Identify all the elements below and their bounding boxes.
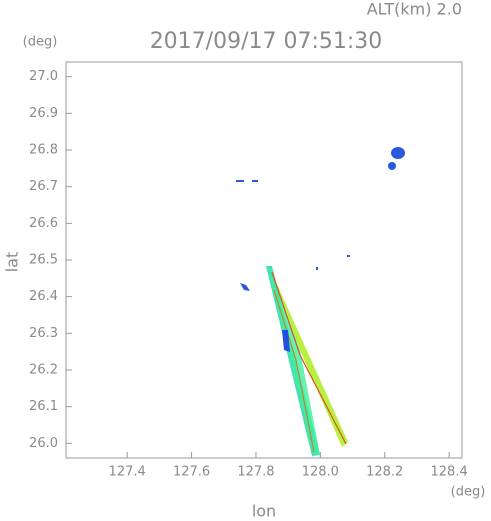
echo-blob (347, 255, 350, 257)
echo-band (270, 268, 348, 447)
y-tick-label: 26.4 (29, 289, 58, 304)
echo-blob (316, 267, 318, 270)
echo-blob (240, 283, 250, 291)
echo-band (268, 270, 320, 455)
echo-blob (252, 180, 258, 182)
plot-frame (65, 61, 463, 459)
y-tick-label: 26.8 (29, 143, 58, 158)
echoes (236, 147, 405, 456)
altitude: ALT(km) 2.0 (367, 0, 462, 19)
echo-edge (273, 289, 315, 453)
chart-title: 2017/09/17 07:51:30 (150, 29, 383, 54)
x-axis-label: lon (252, 502, 276, 521)
y-tick-label: 27.0 (29, 69, 58, 84)
x-tick-label: 128.4 (431, 465, 468, 480)
x-tick-label: 127.6 (173, 465, 210, 480)
echo-blob (388, 162, 396, 170)
y-tick-label: 26.6 (29, 216, 58, 231)
echo-edge (271, 271, 347, 445)
y-tick-label: 26.0 (29, 436, 58, 451)
y-unit: (deg) (23, 35, 58, 50)
y-tick-label: 26.1 (29, 399, 58, 414)
x-tick-label: 128.2 (366, 465, 403, 480)
x-tick-label: 127.8 (237, 465, 274, 480)
x-tick-label: 127.4 (109, 465, 146, 480)
x-unit: (deg) (451, 485, 486, 500)
y-tick-label: 26.7 (29, 179, 58, 194)
y-tick-label: 26.9 (29, 106, 58, 121)
y-tick-label: 26.3 (29, 326, 58, 341)
y-tick-label: 26.2 (29, 363, 58, 378)
echo-blob (391, 147, 405, 159)
x-tick-label: 128.0 (302, 465, 339, 480)
y-axis-label: lat (3, 252, 22, 273)
y-tick-label: 26.5 (29, 253, 58, 268)
echo-blob (282, 330, 290, 352)
echo-blob (236, 180, 244, 182)
